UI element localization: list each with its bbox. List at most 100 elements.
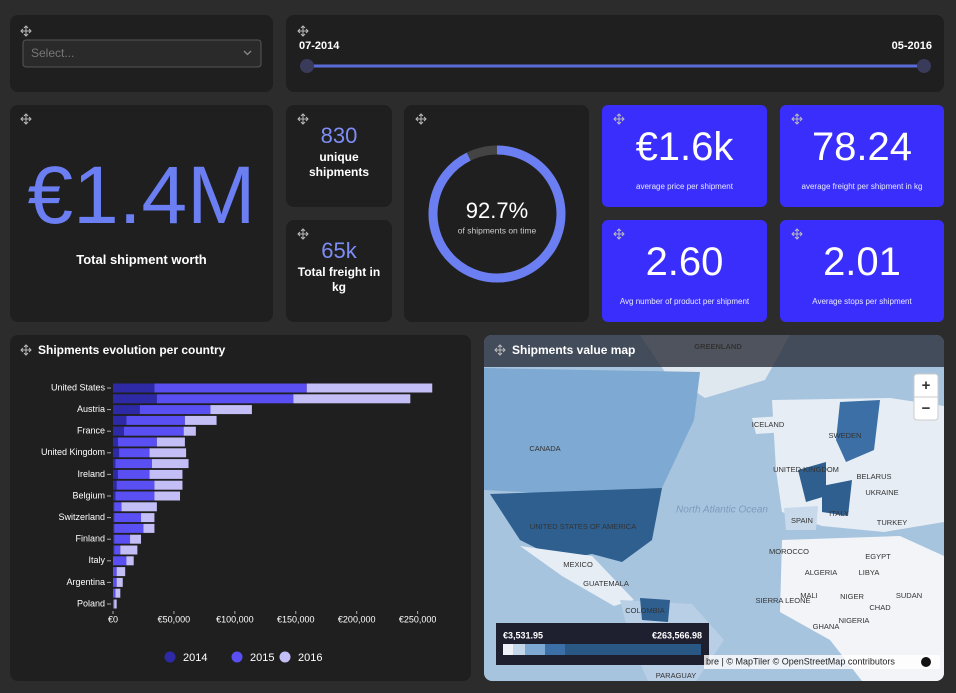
land xyxy=(640,598,670,622)
bar-segment xyxy=(210,405,252,415)
info-icon[interactable] xyxy=(921,657,931,667)
map-label: EGYPT xyxy=(865,552,891,561)
legend-swatch xyxy=(231,651,243,663)
legend-swatch xyxy=(513,644,525,655)
legend-swatch xyxy=(164,651,176,663)
legend-swatch xyxy=(279,651,291,663)
bar-segment xyxy=(113,523,115,533)
bar-segment xyxy=(113,405,140,415)
bar-segment xyxy=(151,459,189,469)
bar-segment xyxy=(143,523,155,533)
legend-swatch xyxy=(503,644,513,655)
bar-segment xyxy=(114,523,144,533)
y-tick-label: Ireland xyxy=(77,469,105,479)
bar-segment xyxy=(113,567,117,577)
map-label: GUATEMALA xyxy=(583,579,629,588)
tile xyxy=(602,220,767,322)
map-label: MOROCCO xyxy=(769,547,809,556)
bar-segment xyxy=(130,534,142,544)
map-label: BELARUS xyxy=(856,472,891,481)
tile-label: average freight per shipment in kg xyxy=(801,182,923,191)
map-label: ICELAND xyxy=(752,420,785,429)
bar-segment xyxy=(116,480,155,490)
bar-segment xyxy=(113,437,118,447)
bar-segment xyxy=(121,502,157,512)
legend-max: €263,566.98 xyxy=(652,630,702,640)
zoom-out[interactable]: − xyxy=(922,400,931,417)
bar-segment xyxy=(113,480,117,490)
bar-segment xyxy=(306,383,433,393)
tile-box: 2.60 Avg number of product per shipment xyxy=(602,240,767,306)
y-tick-label: Poland xyxy=(77,598,105,608)
land xyxy=(836,400,880,462)
bar-segment xyxy=(114,545,121,555)
y-tick-label: United States xyxy=(51,382,106,392)
bar-segment xyxy=(184,415,217,425)
map-header xyxy=(484,335,944,367)
y-tick-label: Finland xyxy=(75,534,105,544)
select-placeholder[interactable]: Select... xyxy=(31,46,74,60)
map-label: TURKEY xyxy=(877,518,907,527)
bar-segment xyxy=(149,469,183,479)
gauge-panel xyxy=(404,105,589,322)
bar-segment xyxy=(113,469,118,479)
y-tick-label: France xyxy=(77,426,105,436)
map-label: GHANA xyxy=(813,622,840,631)
map-label: CANADA xyxy=(529,444,560,453)
land xyxy=(798,462,826,502)
kpi-panel xyxy=(286,105,392,207)
tile-box: 78.24 average freight per shipment in kg xyxy=(780,125,944,191)
move-icon xyxy=(791,113,803,125)
bar-segment xyxy=(119,448,150,458)
land xyxy=(780,536,944,681)
bar-segment xyxy=(113,545,115,555)
move-icon xyxy=(20,113,32,125)
bar-segment xyxy=(156,394,294,404)
map[interactable] xyxy=(484,335,944,681)
map-label: NIGERIA xyxy=(839,616,870,625)
y-tick-label: United Kingdom xyxy=(41,447,105,457)
legend-min: €3,531.95 xyxy=(503,630,543,640)
x-tick-label: €250,000 xyxy=(399,614,437,624)
slider-handle[interactable] xyxy=(300,59,314,73)
bar-segment xyxy=(293,394,411,404)
tile-label: Average stops per shipment xyxy=(812,297,912,306)
bar-segment xyxy=(154,383,307,393)
map-label: MEXICO xyxy=(563,560,593,569)
legend-swatch xyxy=(525,644,545,655)
map-label: SPAIN xyxy=(791,516,813,525)
bar-segment xyxy=(115,588,121,598)
gauge-label: of shipments on time xyxy=(458,225,537,235)
bar-segment xyxy=(113,534,115,544)
move-icon xyxy=(613,228,625,240)
bar-segment xyxy=(114,534,131,544)
bar-segment xyxy=(141,513,155,523)
move-icon xyxy=(297,228,309,240)
bar-segment xyxy=(126,556,134,566)
map-label: MALI xyxy=(800,591,818,600)
tile-box: €1.6k average price per shipment xyxy=(602,125,767,191)
bar-segment xyxy=(156,437,185,447)
bar-segment xyxy=(113,415,127,425)
bar-segment xyxy=(139,405,211,415)
kpi-label: Total shipment worth xyxy=(76,252,207,267)
land xyxy=(484,368,700,500)
range-start: 07-2014 xyxy=(299,40,340,52)
tile-label: Avg number of product per shipment xyxy=(619,297,750,306)
zoom-in[interactable]: + xyxy=(922,377,931,394)
gauge-arc xyxy=(428,145,566,283)
bar-segment xyxy=(113,448,120,458)
bar-segment xyxy=(183,426,196,436)
select-box[interactable] xyxy=(22,39,262,68)
map-label: SUDAN xyxy=(896,591,922,600)
map-label: COLOMBIA xyxy=(625,606,665,615)
land xyxy=(822,480,852,516)
bar-segment xyxy=(114,599,117,609)
bar-segment xyxy=(117,437,157,447)
legend-label: 2016 xyxy=(298,652,322,664)
slider-handle[interactable] xyxy=(917,59,931,73)
bar-segment xyxy=(154,480,183,490)
kpi-value: €1.4M xyxy=(27,150,256,241)
bar-segment xyxy=(113,426,124,436)
